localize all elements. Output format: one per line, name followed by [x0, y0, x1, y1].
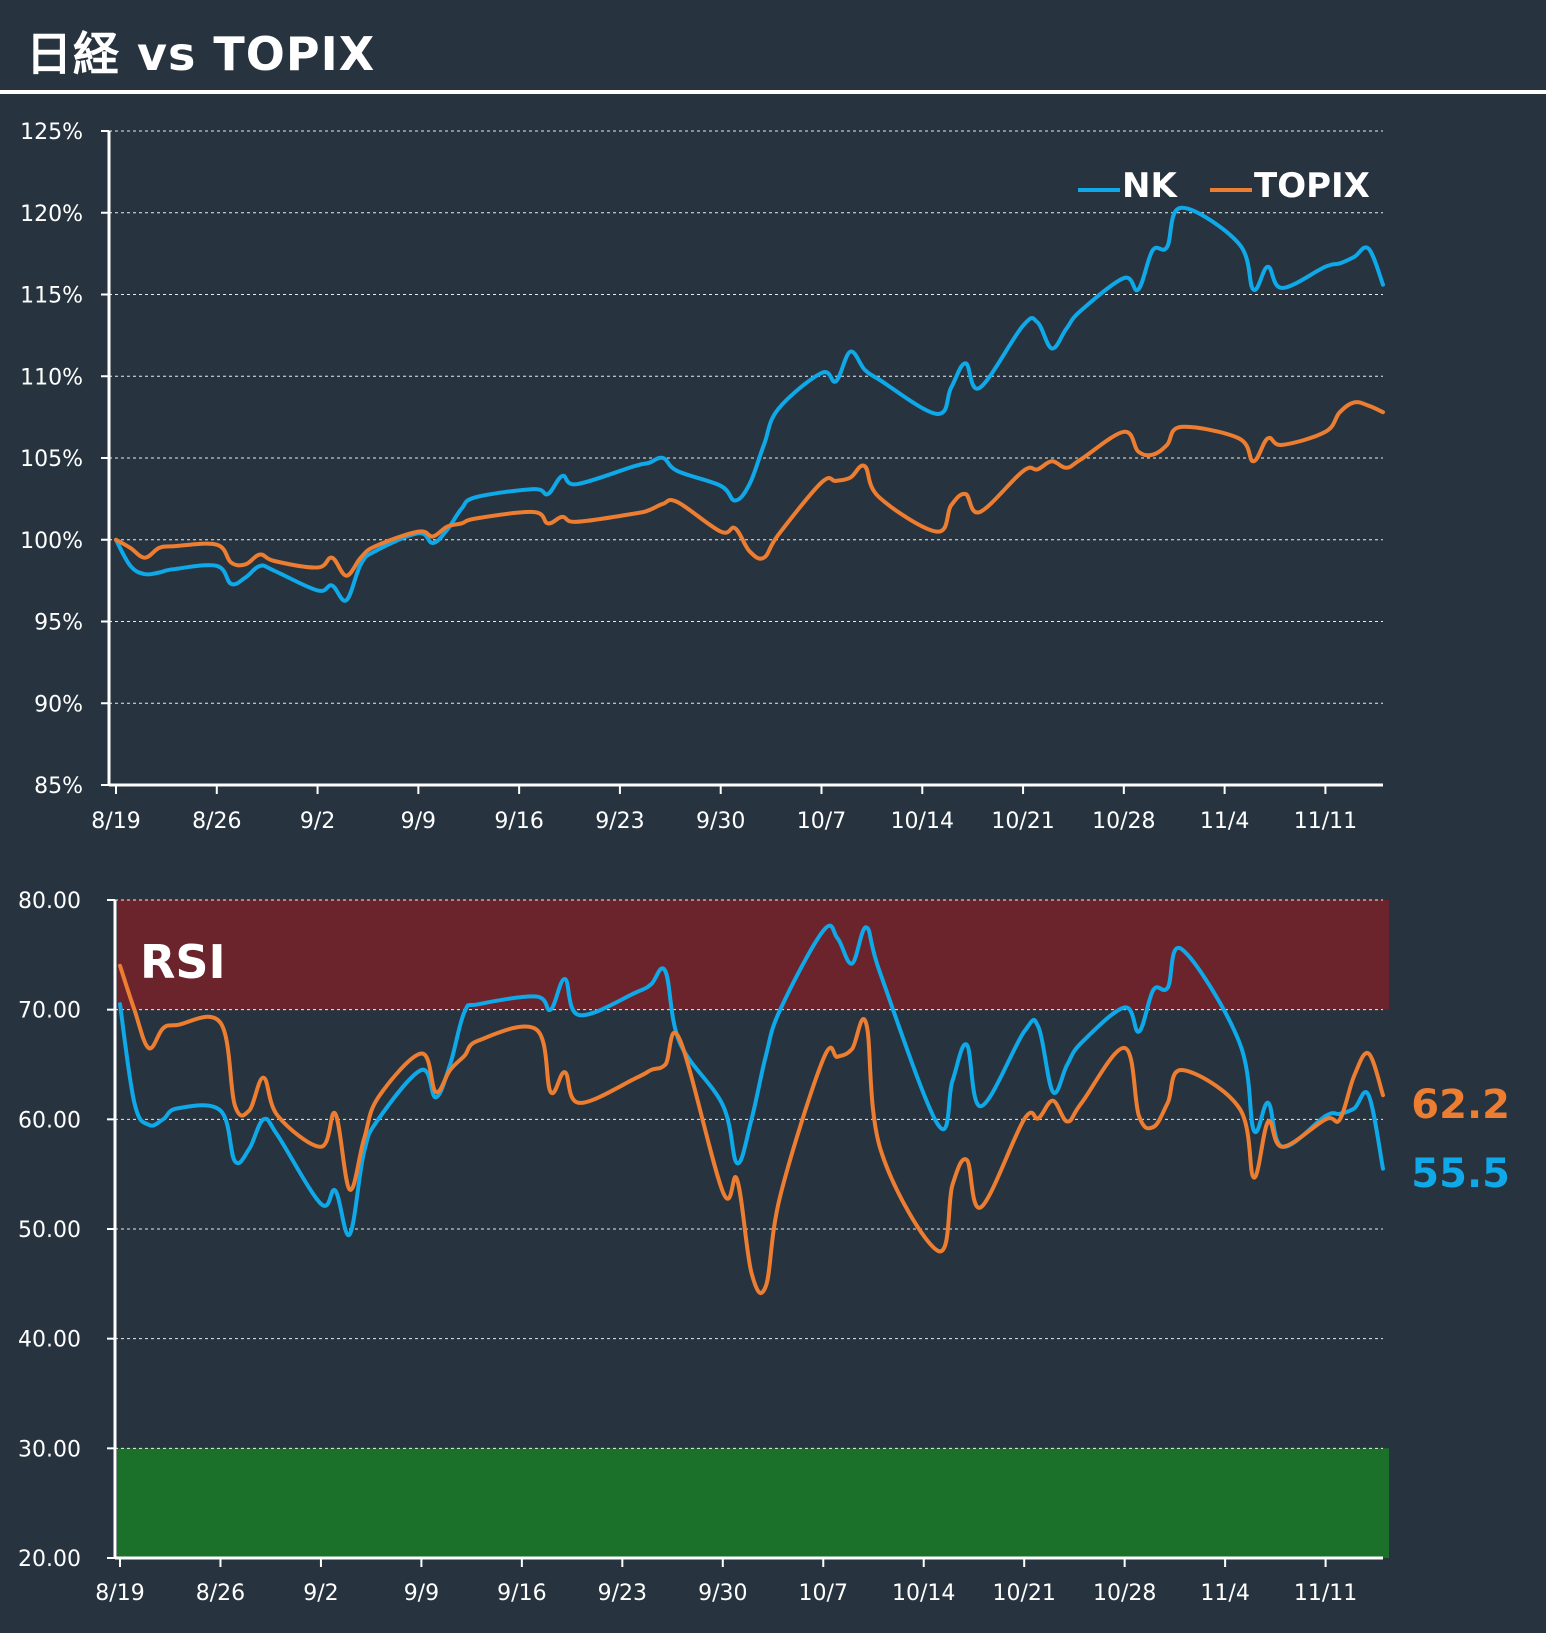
y-tick-label: 20.00	[18, 1547, 81, 1572]
legend: NK TOPIX	[1078, 166, 1370, 206]
x-tick-label: 8/19	[91, 809, 140, 834]
legend-label-nk: NK	[1122, 166, 1178, 206]
y-tick-label: 40.00	[18, 1328, 81, 1353]
y-tick-label: 85%	[34, 774, 83, 799]
y-tick-label: 95%	[34, 611, 83, 636]
legend-label-topix: TOPIX	[1254, 166, 1370, 206]
x-tick-label: 10/21	[991, 809, 1054, 834]
y-tick-label: 60.00	[18, 1108, 81, 1133]
y-tick-label: 120%	[20, 202, 83, 227]
x-tick-label: 9/30	[698, 1581, 747, 1606]
band-0	[117, 900, 1389, 1010]
series-line-nk	[114, 205, 1385, 603]
series-line-nk	[118, 923, 1385, 1237]
y-tick-label: 90%	[34, 692, 83, 717]
x-tick-label: 9/9	[404, 1581, 439, 1606]
x-tick-label: 9/23	[595, 809, 644, 834]
rsi-label: RSI	[140, 935, 226, 989]
price-ratio-chart: 125% 120% 115% 110% 105% 100% 95% 90% 85% 8/19 8/2…	[20, 120, 1385, 834]
x-tick-label: 8/26	[192, 809, 241, 834]
last-value-nk: 55.5	[1411, 1151, 1510, 1197]
series-line-topix	[114, 400, 1385, 578]
header-bar: 日経 vs TOPIX	[0, 0, 1546, 94]
rsi-chart: 80.00 70.00 60.00 50.00 40.00 30.00 20.00 8/19 8…	[18, 889, 1510, 1606]
y-tick-label: 80.00	[18, 889, 81, 914]
x-tick-label: 9/2	[303, 1581, 338, 1606]
x-tick-label: 8/26	[196, 1581, 245, 1606]
x-tick-label: 10/14	[891, 809, 954, 834]
x-tick-label: 9/16	[494, 809, 543, 834]
x-tick-label: 9/9	[401, 809, 436, 834]
x-tick-label: 11/4	[1200, 809, 1249, 834]
x-tick-label: 10/7	[799, 1581, 848, 1606]
page-title: 日経 vs TOPIX	[26, 27, 376, 81]
x-tick-label: 9/23	[598, 1581, 647, 1606]
x-tick-label: 11/11	[1294, 809, 1357, 834]
x-tick-label: 9/16	[497, 1581, 546, 1606]
x-tick-label: 10/28	[1093, 1581, 1156, 1606]
x-tick-label: 10/28	[1092, 809, 1155, 834]
last-value-topix: 62.2	[1411, 1082, 1510, 1128]
x-tick-label: 11/4	[1200, 1581, 1249, 1606]
y-tick-label: 50.00	[18, 1218, 81, 1243]
x-tick-label: 10/14	[892, 1581, 955, 1606]
y-tick-label: 115%	[20, 284, 83, 309]
y-tick-label: 70.00	[18, 999, 81, 1024]
y-tick-label: 105%	[20, 447, 83, 472]
x-tick-label: 8/19	[95, 1581, 144, 1606]
series-line-topix	[118, 963, 1385, 1295]
x-tick-label: 9/30	[696, 809, 745, 834]
x-tick-label: 11/11	[1294, 1581, 1357, 1606]
y-tick-label: 125%	[20, 120, 83, 145]
band-1	[117, 1448, 1389, 1558]
x-tick-label: 10/7	[797, 809, 846, 834]
x-tick-label: 10/21	[992, 1581, 1055, 1606]
y-tick-label: 100%	[20, 529, 83, 554]
y-tick-label: 30.00	[18, 1437, 81, 1462]
x-tick-label: 9/2	[300, 809, 335, 834]
y-tick-label: 110%	[20, 365, 83, 390]
